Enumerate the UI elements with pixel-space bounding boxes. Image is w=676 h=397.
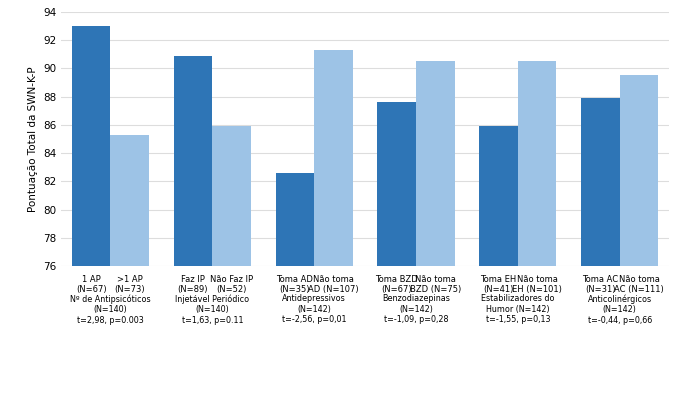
Bar: [174, 56, 212, 266]
Text: Estabilizadores do
Humor (N=142)
t=-1,55, p=0,13: Estabilizadores do Humor (N=142) t=-1,55…: [481, 294, 554, 324]
Bar: [314, 50, 353, 266]
Bar: [518, 61, 556, 266]
Text: Anticolinérgicos
(N=142)
t=-0,44, p=0,66: Anticolinérgicos (N=142) t=-0,44, p=0,66: [587, 294, 652, 324]
Bar: [212, 126, 251, 266]
Bar: [581, 98, 620, 266]
Bar: [72, 26, 110, 266]
Bar: [620, 75, 658, 266]
Bar: [276, 173, 314, 266]
Bar: [479, 126, 518, 266]
Bar: [110, 135, 149, 266]
Y-axis label: Pontuação Total da SWN-K-P: Pontuação Total da SWN-K-P: [28, 66, 38, 212]
Text: Benzodiazepinas
(N=142)
t=-1,09, p=0,28: Benzodiazepinas (N=142) t=-1,09, p=0,28: [382, 294, 450, 324]
Text: Nº de Antipsicóticos
(N=140)
t=2,98, p=0.003: Nº de Antipsicóticos (N=140) t=2,98, p=0…: [70, 294, 151, 324]
Text: Injetável Periódico
(N=140)
t=1,63, p=0.11: Injetável Periódico (N=140) t=1,63, p=0.…: [175, 294, 249, 324]
Bar: [416, 61, 454, 266]
Bar: [377, 102, 416, 266]
Text: Antidepressivos
(N=142)
t=-2,56, p=0,01: Antidepressivos (N=142) t=-2,56, p=0,01: [282, 294, 346, 324]
